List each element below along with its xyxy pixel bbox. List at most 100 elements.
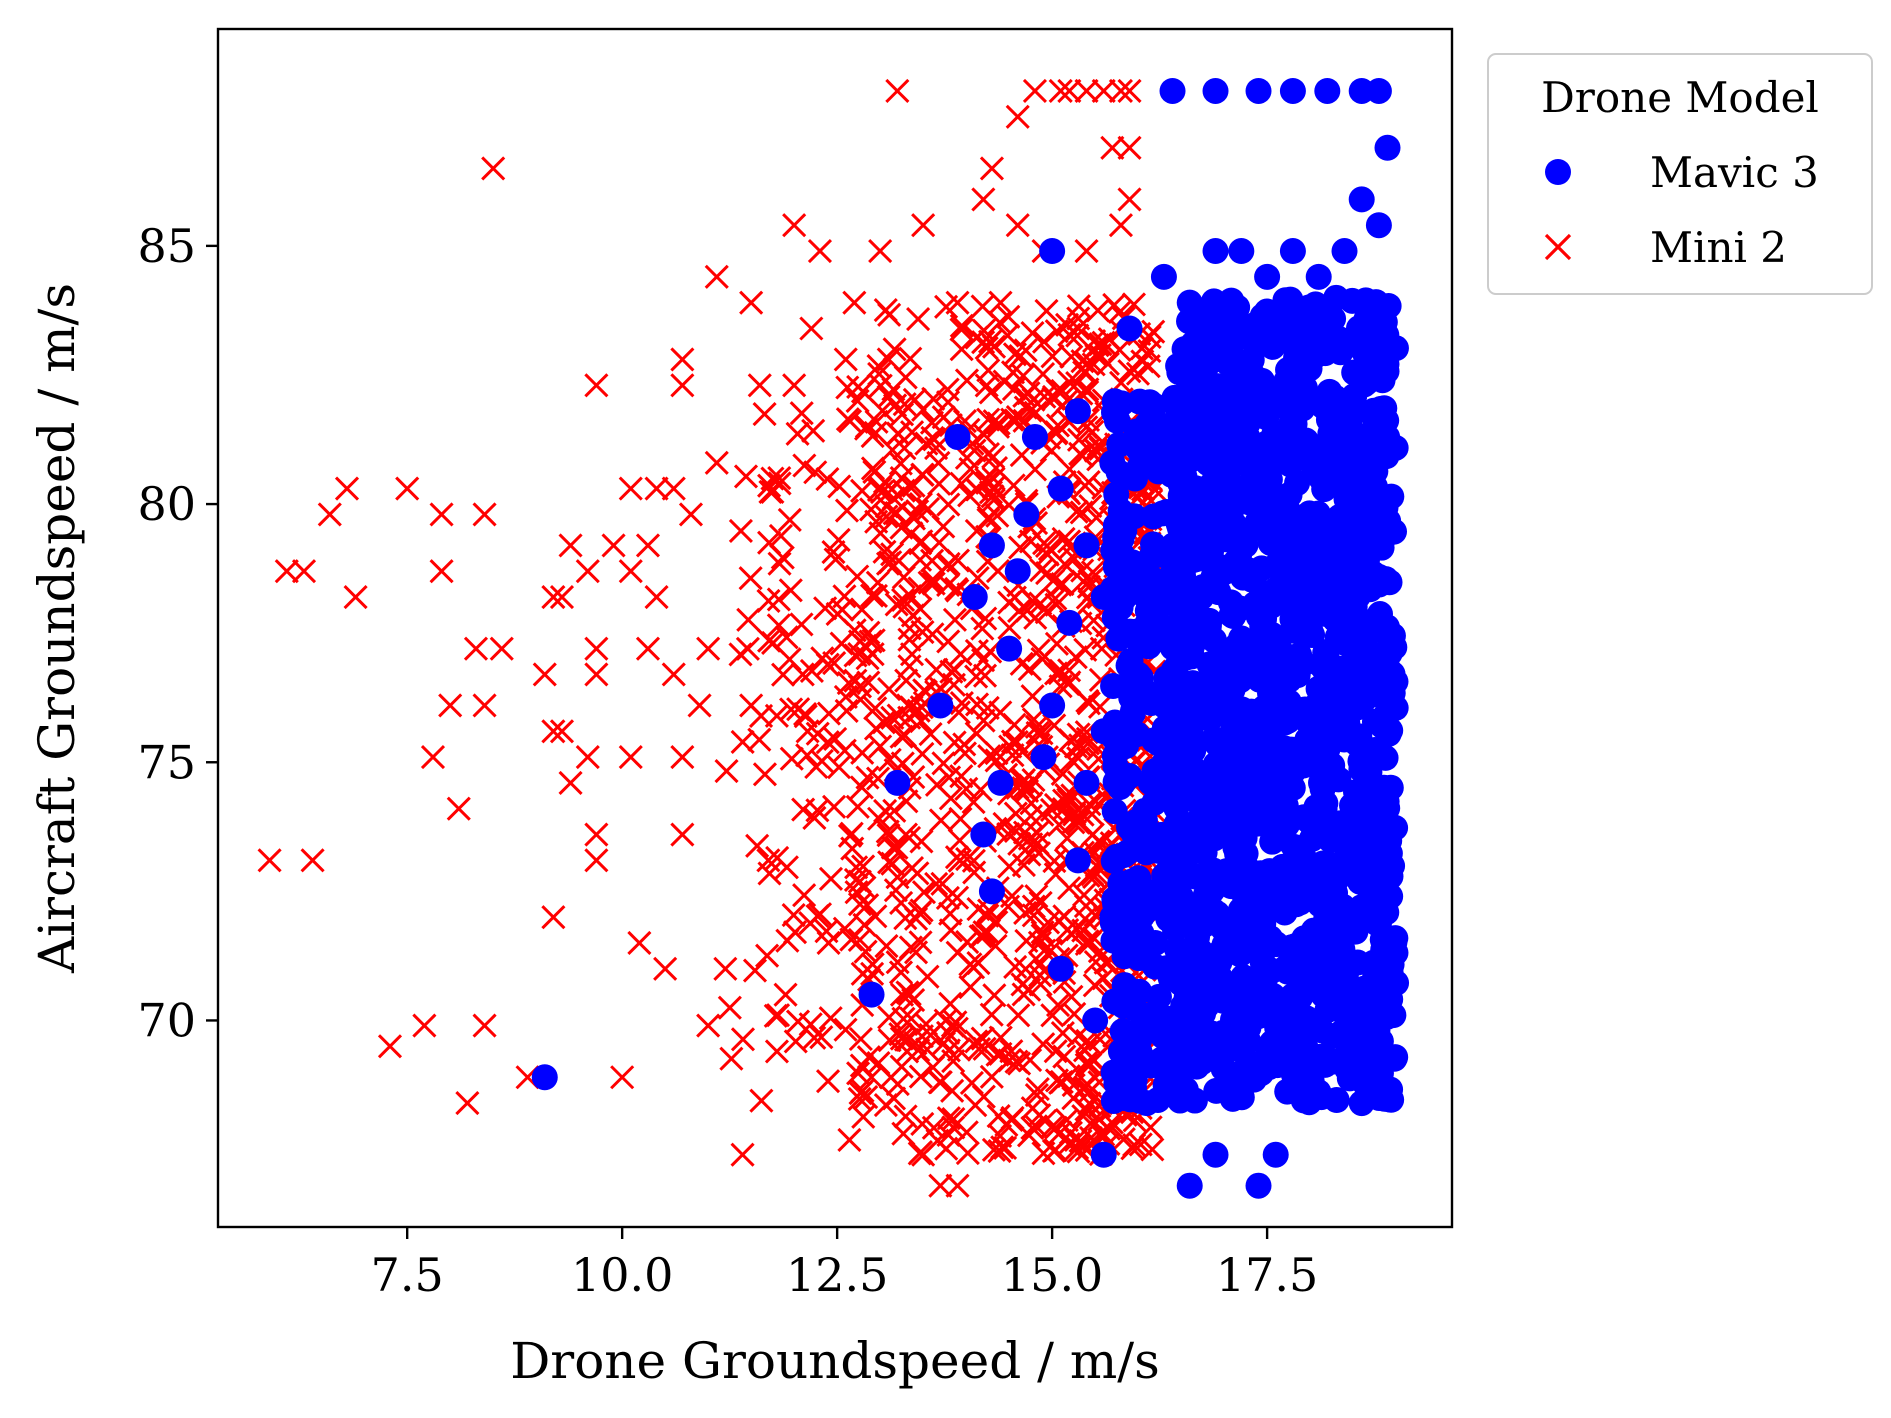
data-point [1100,537,1126,563]
data-point [1317,950,1343,976]
data-point [1371,1086,1397,1112]
legend-title: Drone Model [1541,73,1819,122]
data-point [1258,713,1284,739]
legend-marker-mavic-3 [1545,159,1571,185]
data-point [1104,408,1130,434]
data-point [1122,868,1148,894]
data-point [1254,264,1280,290]
data-point [1210,424,1236,450]
data-point [1269,1038,1295,1064]
data-point [1272,687,1298,713]
data-point [1190,574,1216,600]
data-point [1203,238,1229,264]
data-point [1048,956,1074,982]
data-point [1230,565,1256,591]
data-point [1291,845,1317,871]
data-point [1326,468,1352,494]
data-point [1194,1038,1220,1064]
data-point [1228,238,1254,264]
data-point [1280,238,1306,264]
data-point [1351,360,1377,386]
data-point [1177,1173,1203,1199]
data-point [1188,357,1214,383]
data-point [1152,694,1178,720]
data-point [1123,568,1149,594]
data-point [1142,930,1168,956]
data-point [1082,1007,1108,1033]
data-point [859,982,885,1008]
data-point [1311,683,1337,709]
data-point [1276,741,1302,767]
x-tick-label: 15.0 [1001,1248,1103,1302]
data-point [1305,501,1331,527]
data-point [1280,78,1306,104]
data-point [1244,331,1270,357]
data-point [1199,878,1225,904]
data-point [1368,873,1394,899]
data-point [979,532,1005,558]
data-point [1272,287,1298,313]
data-point [1349,1090,1375,1116]
data-point [1140,531,1166,557]
x-axis: 7.510.012.515.017.5 [371,1227,1319,1302]
data-point [1373,745,1399,771]
data-point [1005,558,1031,584]
data-point [1294,1037,1320,1063]
x-tick-label: 7.5 [371,1248,444,1302]
data-point [1142,424,1168,450]
data-point [1091,718,1117,744]
data-point [1039,692,1065,718]
legend-label-mavic-3: Mavic 3 [1650,148,1819,197]
data-point [1246,1173,1272,1199]
data-point [1352,609,1378,635]
data-point [1146,984,1172,1010]
data-point [1125,822,1151,848]
data-point [1203,78,1229,104]
data-point [1154,1020,1180,1046]
data-point [1091,584,1117,610]
data-point [1349,186,1375,212]
data-point [1339,549,1365,575]
data-point [1272,899,1298,925]
data-point [1353,293,1379,319]
data-point [1099,904,1125,930]
data-point [1174,391,1200,417]
data-point [996,636,1022,662]
data-point [1256,858,1282,884]
data-point [1134,1090,1160,1116]
data-point [1216,976,1242,1002]
data-point [1257,649,1283,675]
data-point [1246,78,1272,104]
y-tick-label: 70 [137,993,196,1047]
data-point [1353,673,1379,699]
data-point [1156,856,1182,882]
data-point [1203,1142,1229,1168]
data-point [1225,483,1251,509]
data-point [1102,743,1128,769]
data-point [988,770,1014,796]
data-point [1306,264,1332,290]
data-point [1263,1142,1289,1168]
data-point [1232,763,1258,789]
x-tick-label: 10.0 [571,1248,673,1302]
data-point [1117,619,1143,645]
data-point [1241,363,1267,389]
data-point [1296,294,1322,320]
data-point [1257,467,1283,493]
data-point [1236,730,1262,756]
data-point [1202,390,1228,416]
data-point [1108,1038,1134,1064]
data-point [1124,721,1150,747]
data-point [1288,1003,1314,1029]
data-point [1312,555,1338,581]
data-point [1224,633,1250,659]
data-point [1231,1027,1257,1053]
data-point [1122,466,1148,492]
data-point [962,584,988,610]
data-point [1039,238,1065,264]
data-point [1310,750,1336,776]
data-point [1074,532,1100,558]
data-point [1294,535,1320,561]
data-point [1221,822,1247,848]
y-axis: 70758085 [137,219,218,1048]
